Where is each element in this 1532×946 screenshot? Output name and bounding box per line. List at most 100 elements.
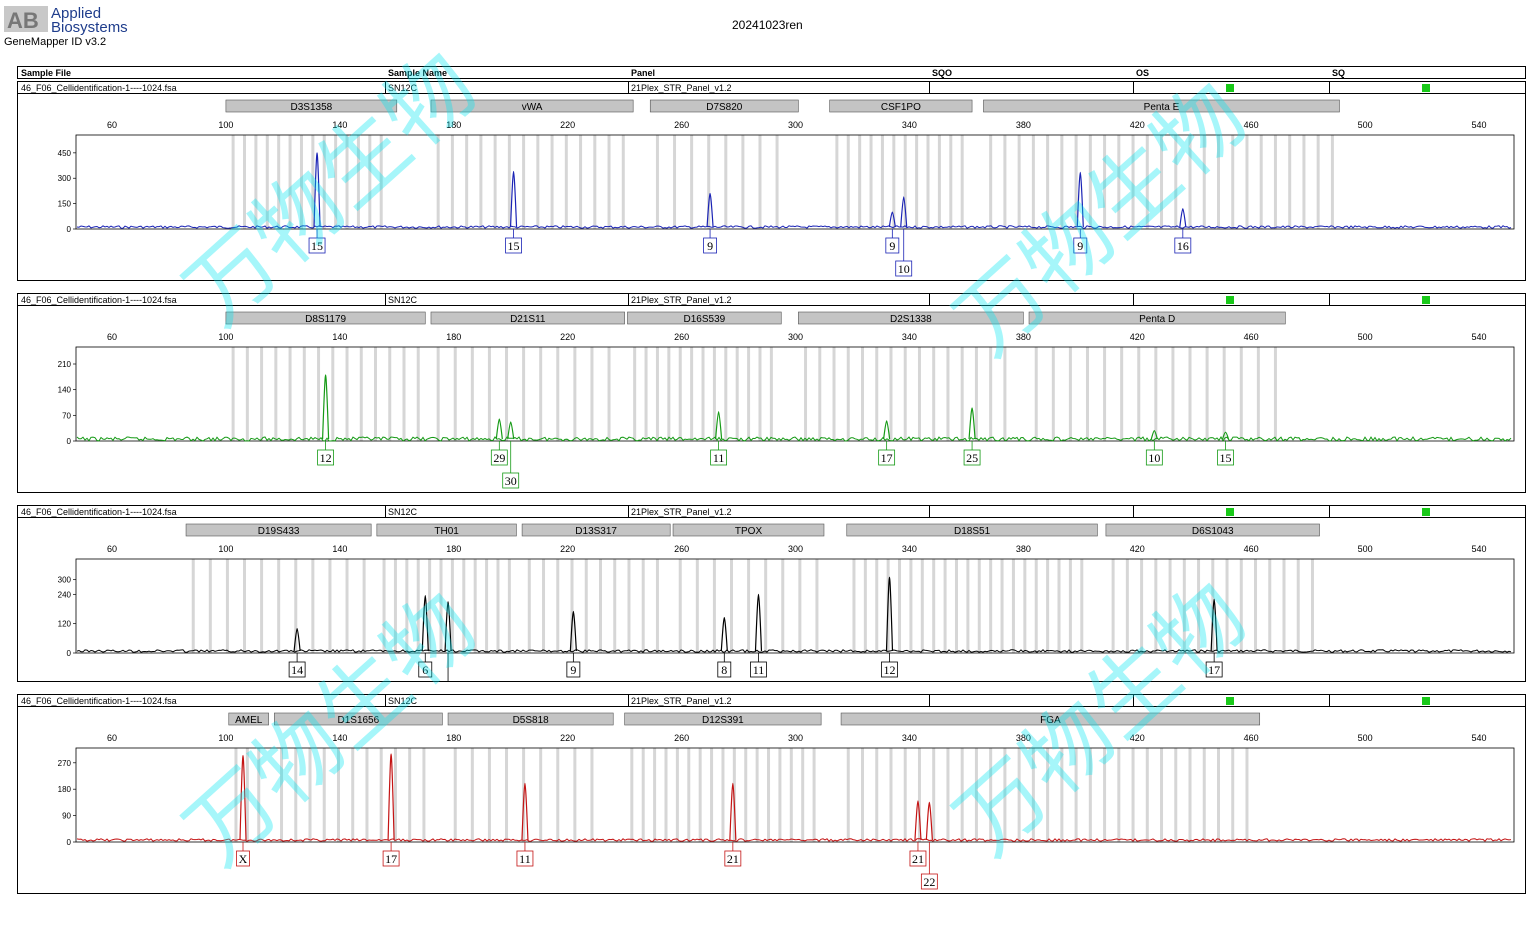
allele-bin: [678, 347, 682, 441]
allele-call-box: [1145, 449, 1163, 466]
allele-bin: [875, 347, 879, 441]
allele-bin: [1068, 559, 1072, 653]
x-tick-label: 500: [1358, 544, 1373, 554]
allele-bin: [334, 135, 338, 229]
allele-bin: [1003, 748, 1007, 842]
x-tick-label: 540: [1471, 332, 1486, 342]
allele-bin: [1171, 347, 1175, 441]
allele-bin: [243, 559, 247, 653]
allele-bin: [744, 748, 748, 842]
allele-bin: [450, 559, 454, 653]
marker-bar: [228, 712, 269, 726]
allele-bin: [473, 559, 477, 653]
allele-bin: [621, 135, 625, 229]
allele-bin: [1023, 559, 1027, 653]
allele-bin: [815, 559, 819, 653]
x-tick-label: 460: [1244, 733, 1259, 743]
allele-bin: [388, 347, 392, 441]
allele-bin: [977, 559, 981, 653]
allele-bin: [1239, 347, 1243, 441]
allele-bin: [539, 347, 543, 441]
allele-bin: [1296, 559, 1300, 653]
marker-label: TPOX: [735, 526, 763, 537]
allele-bin: [710, 748, 714, 842]
y-tick-label: 300: [58, 576, 72, 585]
allele-bin: [812, 748, 816, 842]
allele-bin: [302, 347, 306, 441]
y-tick-label: 300: [58, 174, 72, 183]
y-tick-label: 450: [58, 149, 72, 158]
peak: [885, 576, 894, 652]
allele-bin: [1046, 748, 1050, 842]
x-tick-label: 460: [1244, 120, 1259, 130]
x-tick-label: 60: [107, 733, 117, 743]
os-quality-indicator: [1226, 84, 1234, 92]
plot-frame: [75, 747, 1515, 843]
allele-bin: [1174, 748, 1178, 842]
allele-call-label: 12: [883, 663, 895, 677]
allele-bin: [846, 135, 850, 229]
allele-bin: [974, 347, 978, 441]
allele-bin: [422, 748, 426, 842]
x-tick-label: 220: [560, 120, 575, 130]
allele-bin: [573, 748, 577, 842]
allele-call-box: [1174, 237, 1192, 254]
allele-bin: [655, 135, 659, 229]
allele-bin: [804, 347, 808, 441]
allele-bin: [960, 347, 964, 441]
allele-call-box: [418, 661, 433, 678]
allele-bin: [1003, 135, 1007, 229]
allele-call-box: [878, 449, 896, 466]
allele-bin: [1057, 559, 1061, 653]
allele-bin: [781, 559, 785, 653]
allele-bin: [277, 135, 281, 229]
marker-label: AMEL: [235, 715, 263, 726]
allele-bin: [903, 347, 907, 441]
marker-bar: [1105, 523, 1320, 537]
allele-bin: [1254, 559, 1258, 653]
allele-bin: [462, 559, 466, 653]
peak: [509, 170, 518, 228]
marker-bar: [185, 523, 372, 537]
allele-bin: [439, 559, 443, 653]
allele-bin: [507, 135, 511, 229]
marker-bar: [846, 523, 1098, 537]
allele-call-label: 15: [1220, 451, 1232, 465]
allele-bin: [1188, 347, 1192, 441]
allele-bin: [937, 135, 941, 229]
allele-bin: [379, 135, 383, 229]
allele-call-label: 8: [721, 663, 727, 677]
allele-bin: [832, 347, 836, 441]
allele-bin: [1017, 135, 1021, 229]
allele-bin: [989, 748, 993, 842]
allele-bin: [712, 559, 716, 653]
x-tick-label: 380: [1016, 120, 1031, 130]
allele-bin: [485, 559, 489, 653]
panel-name: 21Plex_STR_Panel_v1.2: [631, 696, 732, 706]
peak: [715, 411, 723, 440]
panel-name: 21Plex_STR_Panel_v1.2: [631, 83, 732, 93]
allele-bin: [875, 748, 879, 842]
allele-bin: [465, 135, 469, 229]
allele-bin: [1188, 748, 1192, 842]
allele-call-label: 9: [570, 663, 576, 677]
x-tick-label: 420: [1130, 120, 1145, 130]
allele-bin: [1222, 347, 1226, 441]
allele-bin: [607, 347, 611, 441]
allele-bin: [675, 748, 679, 842]
allele-bin: [778, 748, 782, 842]
sample-name: SN12C: [388, 507, 418, 517]
allele-bin: [1060, 135, 1064, 229]
x-tick-label: 300: [788, 120, 803, 130]
allele-bin: [1117, 748, 1121, 842]
allele-bin: [351, 748, 355, 842]
allele-bin: [208, 559, 212, 653]
allele-bin: [243, 135, 247, 229]
allele-bin: [1145, 135, 1149, 229]
allele-bin: [641, 748, 645, 842]
allele-bin: [1202, 748, 1206, 842]
allele-bin: [527, 559, 531, 653]
marker-bar: [983, 99, 1340, 113]
sq-quality-indicator: [1422, 84, 1430, 92]
marker-label: Penta E: [1144, 102, 1180, 113]
